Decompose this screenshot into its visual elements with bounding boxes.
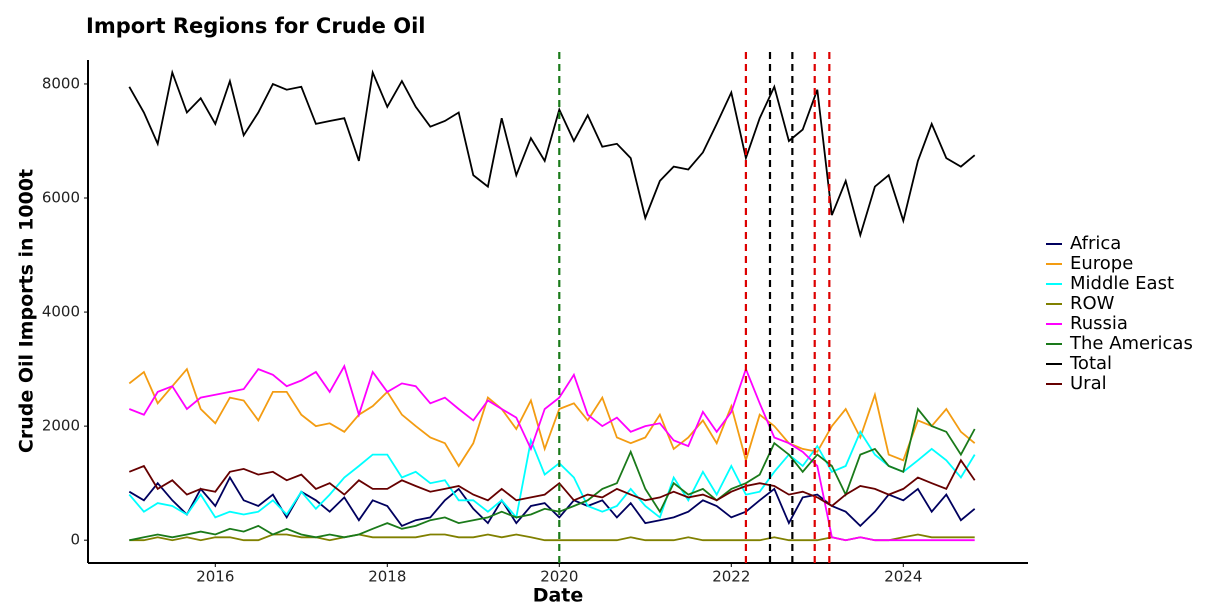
y-tick-label: 0	[70, 531, 80, 549]
y-axis-label: Crude Oil Imports in 1000t	[16, 169, 38, 453]
legend-label: Middle East	[1070, 273, 1174, 294]
x-tick-label: 2022	[712, 568, 750, 586]
series-line	[128, 458, 976, 508]
y-tick-label: 2000	[42, 417, 80, 435]
x-tick-label: 2018	[368, 568, 406, 586]
x-tick-label: 2016	[196, 568, 234, 586]
legend-label: Europe	[1070, 253, 1133, 274]
series-line	[128, 69, 976, 239]
x-axis-label: Date	[533, 585, 584, 606]
y-tick-label: 6000	[42, 189, 80, 207]
legend-label: Russia	[1070, 313, 1128, 334]
x-tick-label: 2024	[884, 568, 922, 586]
series-line	[129, 406, 976, 542]
series-line	[128, 363, 975, 542]
x-tick-label: 2020	[540, 568, 578, 586]
y-tick-label: 8000	[42, 74, 80, 92]
legend-label: The Americas	[1069, 333, 1193, 354]
y-tick-label: 4000	[42, 303, 80, 321]
legend-label: ROW	[1070, 293, 1115, 314]
legend-label: Total	[1069, 353, 1112, 374]
chart-title: Import Regions for Crude Oil	[86, 14, 425, 38]
legend-label: Ural	[1070, 373, 1107, 394]
series-line	[128, 475, 976, 528]
series-line	[128, 367, 976, 468]
legend-label: Africa	[1070, 233, 1121, 254]
